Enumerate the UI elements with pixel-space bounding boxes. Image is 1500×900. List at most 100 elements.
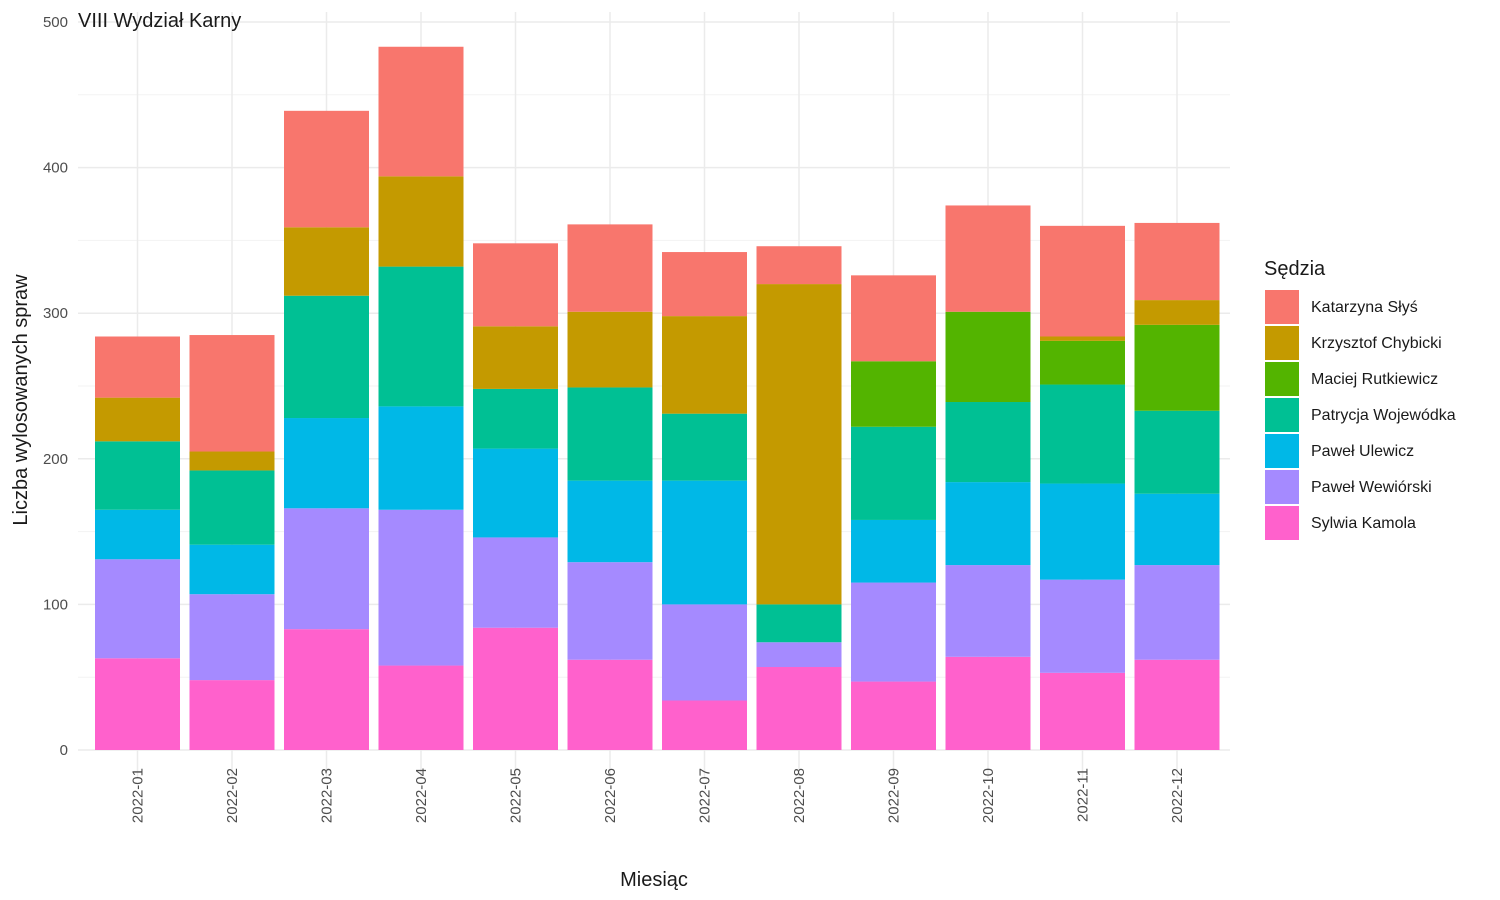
legend-swatch — [1265, 434, 1299, 468]
legend-title: Sędzia — [1264, 258, 1326, 280]
x-tick-label: 2022-11 — [1075, 768, 1092, 822]
bar-segment — [756, 246, 842, 285]
bar-segment — [567, 562, 653, 660]
bar-segment — [1134, 493, 1220, 566]
bar-segment — [473, 243, 558, 327]
bar-segment — [95, 441, 180, 510]
bar-segment — [662, 413, 747, 481]
legend-label: Paweł Wewiórski — [1311, 479, 1432, 496]
bar-segment — [378, 406, 464, 510]
bar-segment — [378, 46, 464, 177]
bar-segment — [662, 252, 747, 317]
bar-segment — [1040, 672, 1125, 750]
bar-segment — [284, 629, 369, 750]
bar-segment — [189, 470, 275, 545]
bar-segment — [851, 426, 936, 520]
bar-segment — [378, 509, 464, 666]
bar-segment — [1134, 324, 1220, 411]
bar-segment — [945, 402, 1031, 483]
bar-segment — [95, 559, 180, 659]
bar-segment — [1134, 410, 1220, 494]
bar-segment — [1134, 659, 1220, 750]
y-tick-label: 300 — [43, 305, 68, 322]
legend-swatch — [1265, 290, 1299, 324]
bar-segment — [662, 700, 747, 750]
bar-segment — [1134, 565, 1220, 660]
bar-segment — [567, 480, 653, 563]
legend-swatch — [1265, 398, 1299, 432]
chart-title: VIII Wydział Karny — [78, 10, 241, 32]
x-tick-label: 2022-01 — [130, 768, 147, 823]
bar-segment — [851, 361, 936, 427]
bar-segment — [567, 311, 653, 388]
bar-segment — [284, 418, 369, 509]
bar-segment — [945, 205, 1031, 312]
x-tick-label: 2022-04 — [413, 768, 430, 823]
y-tick-label: 100 — [43, 596, 68, 613]
bar-segment — [284, 110, 369, 228]
y-axis-title: Liczba wylosowanych spraw — [10, 274, 32, 526]
bar-segment — [189, 451, 275, 471]
bar-segment — [1040, 336, 1125, 341]
bar-segment — [378, 266, 464, 407]
x-tick-label: 2022-10 — [980, 768, 997, 823]
bar-segment — [662, 604, 747, 701]
bar-segment — [378, 176, 464, 267]
x-axis-title: Miesiąc — [620, 869, 688, 891]
legend-swatch — [1265, 470, 1299, 504]
bar-segment — [662, 316, 747, 414]
legend-label: Paweł Ulewicz — [1311, 443, 1414, 460]
bar-segment — [756, 667, 842, 750]
bar-segment — [851, 582, 936, 682]
bar-segment — [567, 659, 653, 750]
bar-segment — [284, 295, 369, 419]
legend: Sędzia Katarzyna Słyś Krzysztof Chybicki M… — [1264, 258, 1456, 540]
bar-segment — [95, 397, 180, 442]
bar-segment — [1040, 579, 1125, 673]
bar-segment — [756, 284, 842, 605]
bar-segment — [473, 627, 558, 750]
bar-segment — [473, 448, 558, 538]
bar-segment — [1134, 300, 1220, 325]
bar-segment — [945, 656, 1031, 750]
bar-segment — [1040, 225, 1125, 337]
bar-segment — [189, 335, 275, 452]
bar-segment — [1040, 384, 1125, 484]
bar-segment — [851, 519, 936, 583]
bar-segment — [756, 642, 842, 668]
x-tick-label: 2022-08 — [791, 768, 808, 823]
y-tick-label: 400 — [43, 160, 68, 177]
bar-segment — [567, 224, 653, 312]
bar-segment — [1040, 340, 1125, 385]
bar-segment — [473, 388, 558, 449]
legend-items: Katarzyna Słyś Krzysztof Chybicki Maciej R… — [1265, 290, 1456, 540]
legend-label: Krzysztof Chybicki — [1311, 335, 1442, 352]
x-tick-label: 2022-12 — [1169, 768, 1186, 823]
bar-segment — [95, 509, 180, 560]
legend-swatch — [1265, 326, 1299, 360]
x-axis-ticks: 2022-01 2022-02 2022-03 2022-04 2022-05 2022-… — [130, 768, 1187, 823]
bar-segment — [945, 311, 1031, 403]
bar-segment — [473, 326, 558, 389]
bar-segment — [189, 544, 275, 595]
legend-swatch — [1265, 506, 1299, 540]
bar-segment — [284, 227, 369, 296]
bar-segment — [662, 480, 747, 605]
bar-segment — [284, 508, 369, 630]
y-axis-ticks: 0 100 200 300 400 500 — [43, 14, 68, 759]
bar-segment — [945, 565, 1031, 657]
bar-segment — [473, 537, 558, 628]
bar-segment — [756, 604, 842, 643]
bars — [95, 46, 1220, 750]
x-tick-label: 2022-02 — [224, 768, 241, 823]
x-tick-label: 2022-03 — [319, 768, 336, 823]
bar-segment — [1040, 483, 1125, 580]
bar-segment — [945, 482, 1031, 566]
bar-segment — [378, 665, 464, 750]
bar-segment — [189, 680, 275, 750]
x-tick-label: 2022-05 — [508, 768, 525, 823]
y-tick-label: 500 — [43, 14, 68, 31]
legend-swatch — [1265, 362, 1299, 396]
bar-segment — [851, 681, 936, 750]
